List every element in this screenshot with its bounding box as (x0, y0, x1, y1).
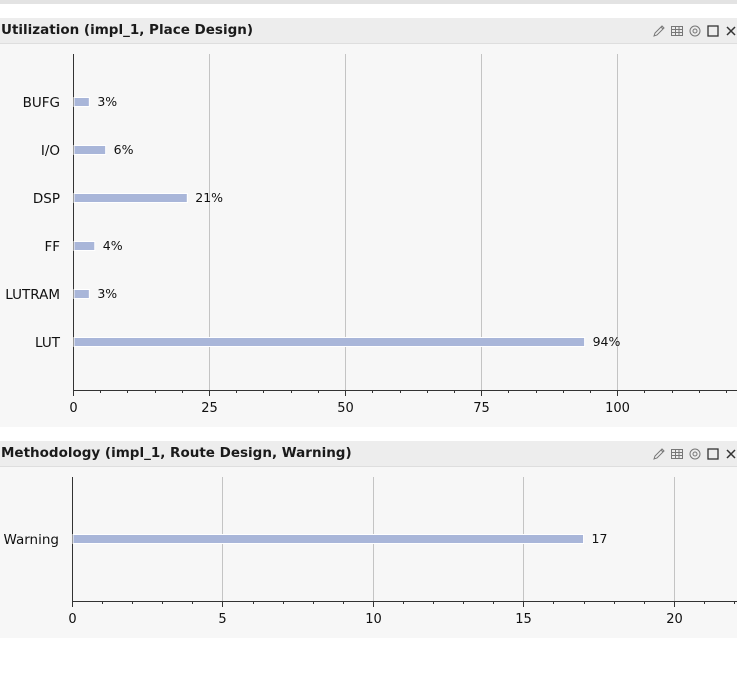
utilization-panel: Utilization (impl_1, Place Design) 0 25 50… (0, 18, 737, 427)
x-tick-label: 15 (515, 612, 532, 627)
edit-icon[interactable] (651, 446, 667, 462)
panel-toolbar (651, 446, 737, 462)
grid-icon[interactable] (669, 446, 685, 462)
x-tick-label: 75 (473, 401, 490, 416)
edit-icon[interactable] (651, 23, 667, 39)
methodology-chart: 0 5 10 15 20 Warning 17 (3, 477, 737, 627)
top-divider (0, 0, 737, 4)
close-icon[interactable] (723, 446, 737, 462)
utilization-chart: 0 25 50 75 100 BUFG 3% I/O 6% DSP 21% FF 4% LUTRAM 3% L… (5, 54, 737, 416)
bar (73, 97, 90, 107)
bar (72, 534, 585, 544)
category-label: DSP (33, 191, 60, 207)
methodology-chart-area: 0 5 10 15 20 Warning 17 (0, 467, 737, 638)
category-label: Warning (3, 532, 59, 548)
category-label: LUT (35, 335, 61, 351)
methodology-panel-header: Methodology (impl_1, Route Design, Warni… (0, 441, 737, 467)
panel-title: Utilization (impl_1, Place Design) (1, 22, 254, 38)
data-label: 6% (114, 142, 134, 157)
x-tick-label: 0 (69, 401, 77, 416)
maximize-icon[interactable] (705, 446, 721, 462)
panel-title: Methodology (impl_1, Route Design, Warni… (1, 445, 352, 461)
x-tick-label: 0 (68, 612, 76, 627)
utilization-panel-header: Utilization (impl_1, Place Design) (0, 18, 737, 44)
category-label: FF (44, 239, 60, 255)
methodology-panel: Methodology (impl_1, Route Design, Warni… (0, 441, 737, 638)
utilization-chart-area: 0 25 50 75 100 BUFG 3% I/O 6% DSP 21% FF 4% LUTRAM 3% L… (0, 44, 737, 427)
x-tick-label: 10 (365, 612, 382, 627)
data-label: 21% (195, 190, 223, 205)
bar (73, 241, 96, 251)
settings-icon[interactable] (687, 446, 703, 462)
category-label: LUTRAM (5, 287, 60, 303)
x-tick-label: 100 (605, 401, 630, 416)
category-label: BUFG (23, 95, 60, 111)
x-tick-label: 25 (201, 401, 218, 416)
data-label: 17 (592, 531, 608, 546)
settings-icon[interactable] (687, 23, 703, 39)
data-label: 4% (103, 238, 123, 253)
close-icon[interactable] (723, 23, 737, 39)
x-tick-label: 50 (337, 401, 354, 416)
category-label: I/O (41, 143, 60, 159)
panel-toolbar (651, 23, 737, 39)
data-label: 3% (97, 286, 117, 301)
data-label: 3% (97, 94, 117, 109)
bar (73, 337, 586, 347)
grid-icon[interactable] (669, 23, 685, 39)
data-label: 94% (593, 334, 621, 349)
maximize-icon[interactable] (705, 23, 721, 39)
bar (73, 145, 107, 155)
x-tick-label: 5 (218, 612, 226, 627)
bar (73, 193, 188, 203)
bar (73, 289, 90, 299)
x-tick-label: 20 (666, 612, 683, 627)
